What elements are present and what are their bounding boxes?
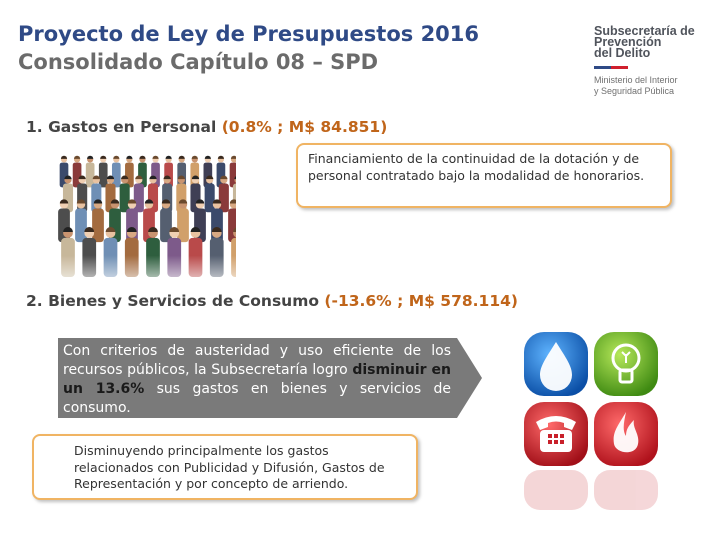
austerity-text-before: Con criterios de austeridad y uso eficie… (63, 343, 451, 378)
section-1-callout: Financiamiento de la continuidad de la d… (296, 143, 672, 208)
section-1-amount: (0.8% ; M$ 84.851) (221, 118, 388, 136)
section-1-label: 1. Gastos en Personal (26, 118, 217, 136)
section-1-heading: 1. Gastos en Personal (0.8% ; M$ 84.851) (26, 118, 387, 136)
section-2-amount: (-13.6% ; M$ 578.114) (324, 292, 518, 310)
page-title: Proyecto de Ley de Presupuestos 2016 Con… (18, 20, 578, 76)
logo-ministry-line-2: y Seguridad Pública (594, 86, 675, 96)
logo-org-line-1: Subsecretaría de (594, 24, 695, 38)
gray-arrow-box (58, 338, 482, 418)
logo-color-bar (594, 66, 628, 69)
section-2-label: 2. Bienes y Servicios de Consumo (26, 292, 320, 310)
telephone-icon (524, 402, 588, 466)
logo-ministry-line-1: Ministerio del Interior (594, 75, 678, 85)
austerity-text-highlight: disminuir en un 13.6% (63, 362, 451, 397)
people-crowd-image (58, 143, 236, 293)
austerity-text: Con criterios de austeridad y uso eficie… (63, 342, 451, 418)
organization-logo: Subsecretaría de Prevención del Delito M… (594, 24, 714, 97)
title-line-1: Proyecto de Ley de Presupuestos 2016 (18, 22, 480, 46)
section-2-callout: Disminuyendo principalmente los gastos r… (32, 434, 418, 500)
title-line-2: Consolidado Capítulo 08 – SPD (18, 50, 379, 74)
water-drop-icon (524, 332, 588, 396)
austerity-text-after: sus gastos en bienes y servicios de cons… (63, 381, 452, 416)
section-2-heading: 2. Bienes y Servicios de Consumo (-13.6%… (26, 292, 518, 310)
flame-icon (594, 402, 658, 466)
logo-org-line-2: Prevención (594, 35, 662, 49)
logo-org-line-3: del Delito (594, 46, 651, 60)
light-bulb-icon (594, 332, 658, 396)
utility-icons-group (524, 332, 658, 510)
